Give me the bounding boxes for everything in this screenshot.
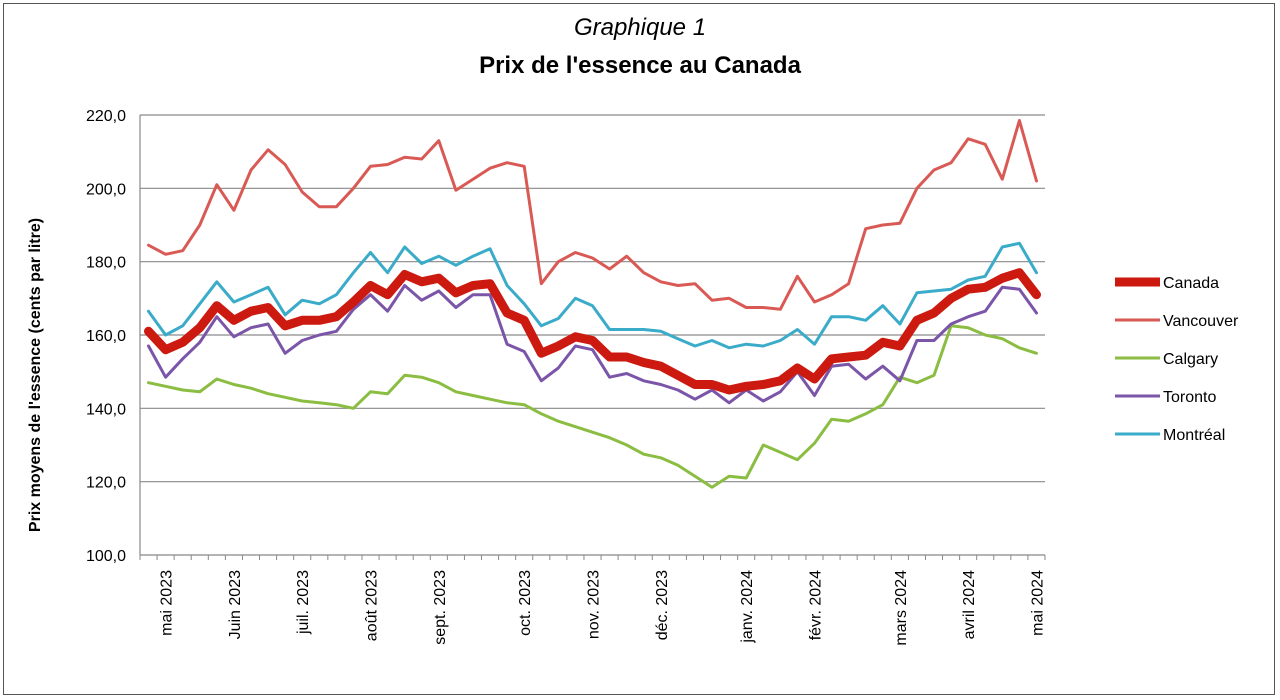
y-axis-label: Prix moyens de l'essence (cents par litr… [27,218,44,532]
x-tick-label: mars 2024 [893,570,910,646]
x-tick-label: mai 2024 [1029,570,1046,636]
chart-subtitle: Prix de l'essence au Canada [479,52,801,79]
y-tick-label: 220,0 [86,108,126,125]
series-line-calgary [147,324,1038,489]
series-line-canada [144,268,1041,395]
legend-label: Montréal [1163,427,1225,444]
legend-label: Toronto [1163,389,1216,406]
series-line-montral [147,241,1038,350]
legend-label: Vancouver [1163,313,1239,330]
x-tick-label: févr. 2024 [807,570,824,640]
x-tick-label: juil. 2023 [295,570,312,635]
x-tick-label: Juin 2023 [227,570,244,639]
y-tick-label: 120,0 [86,475,126,492]
x-tick-label: nov. 2023 [586,570,603,639]
x-tick-label: avril 2024 [961,570,978,639]
y-tick-label: 180,0 [86,255,126,272]
y-tick-label: 160,0 [86,328,126,345]
chart-frame [3,3,1275,695]
y-tick-label: 140,0 [86,401,126,418]
chart-title: Graphique 1 [573,14,707,41]
legend-label: Calgary [1163,351,1218,368]
x-tick-label: mai 2023 [159,570,176,636]
y-tick-label: 100,0 [86,548,126,565]
x-tick-label: janv. 2024 [739,570,756,644]
y-tick-label: 200,0 [86,181,126,198]
legend-label: Canada [1163,275,1219,292]
x-tick-label: sept. 2023 [432,570,449,645]
x-tick-label: déc. 2023 [654,570,671,640]
series-line-toronto [147,284,1038,405]
x-tick-label: oct. 2023 [517,570,534,636]
x-tick-label: août 2023 [364,570,381,641]
series-line-vancouver [147,119,1038,311]
